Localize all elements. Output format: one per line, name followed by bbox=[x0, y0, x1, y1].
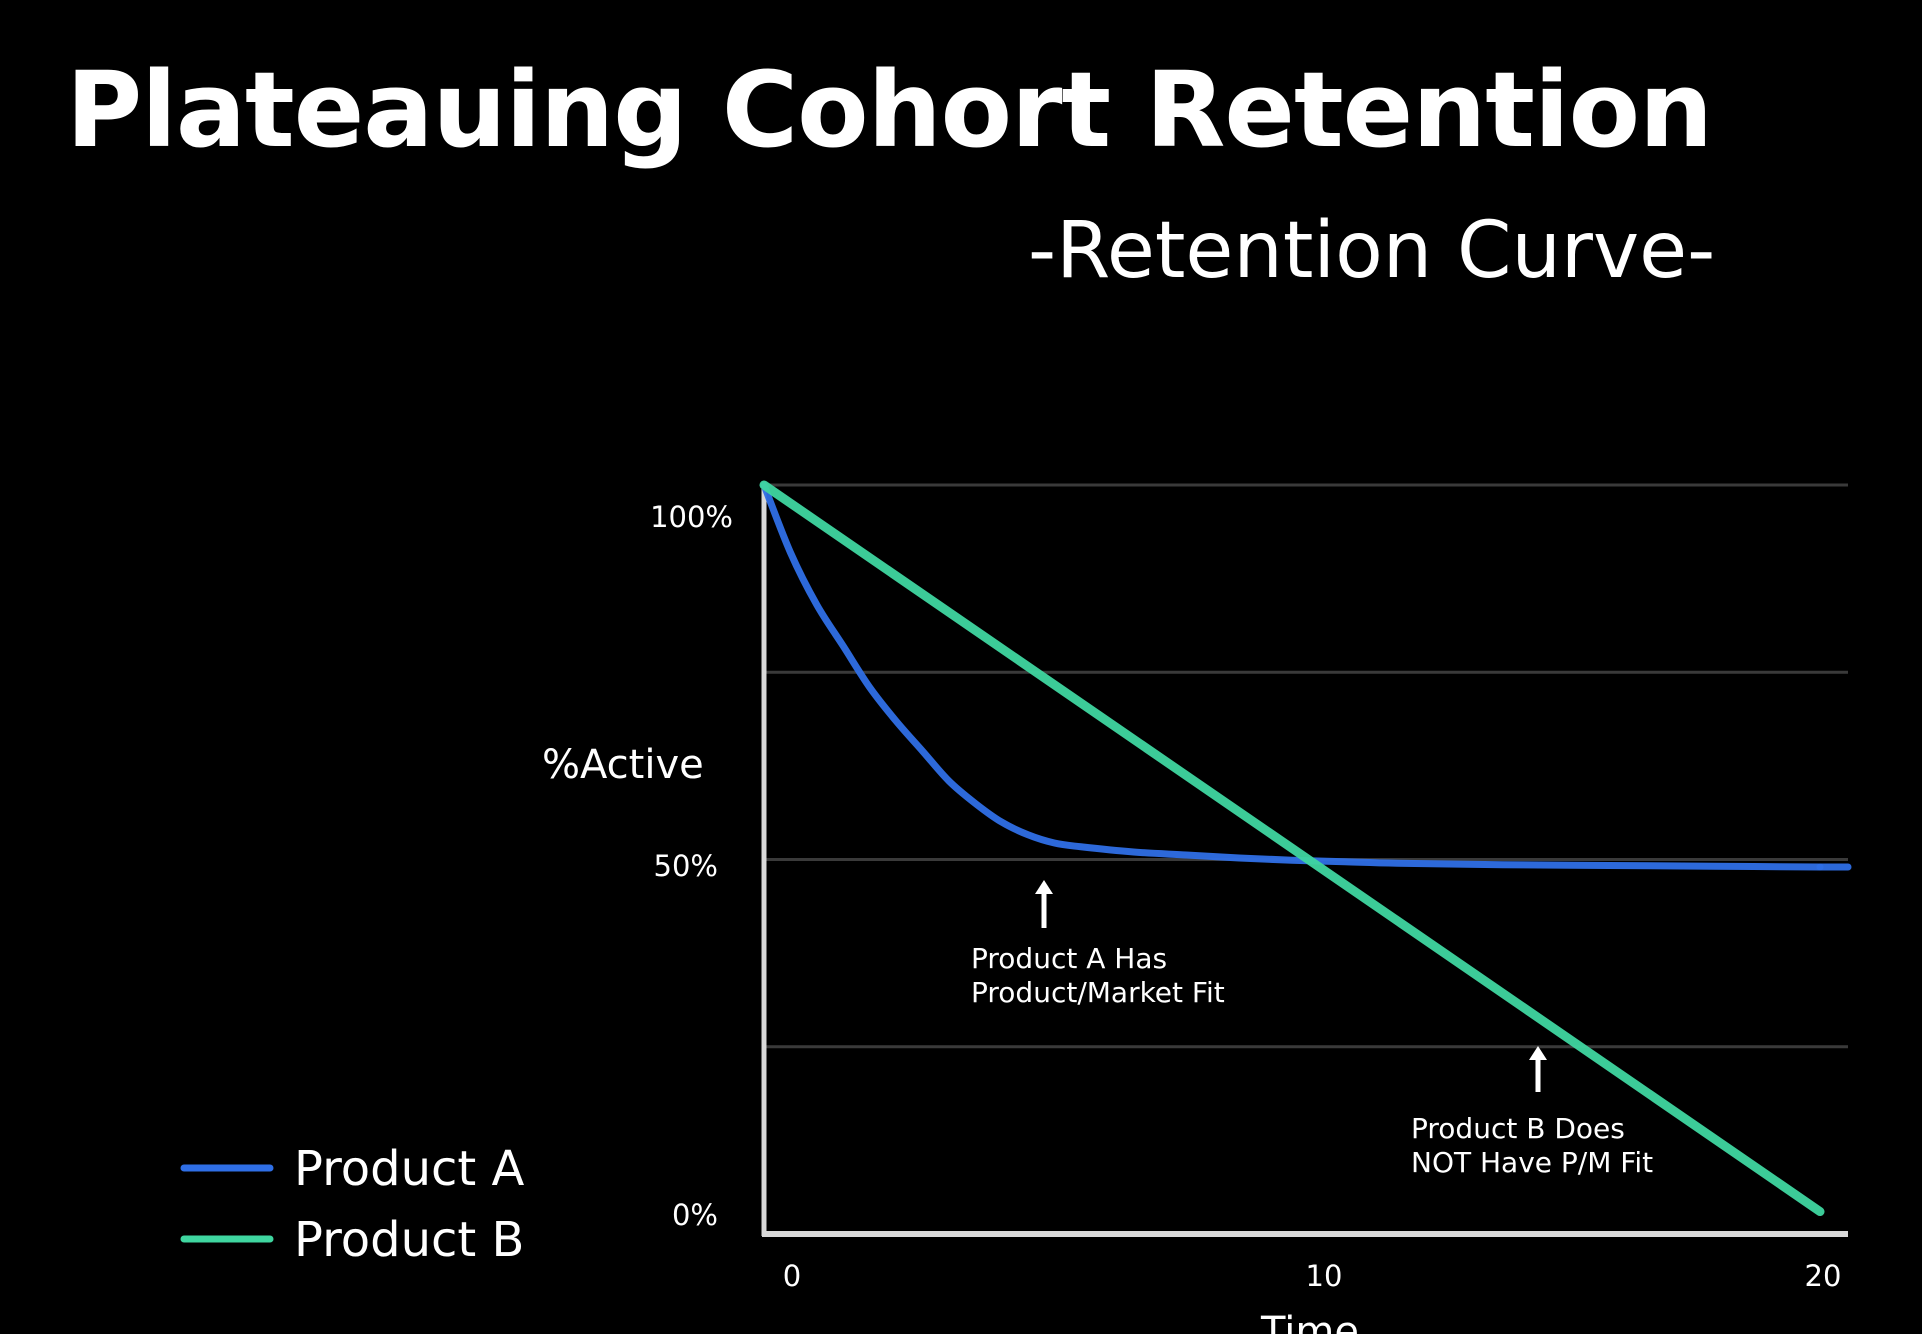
x-tick-label: 0 bbox=[783, 1259, 801, 1293]
legend-label: Product A bbox=[294, 1141, 525, 1197]
series-lines bbox=[759, 480, 1852, 1217]
x-tick-label: 20 bbox=[1805, 1259, 1842, 1293]
annotation-line: Product A Has bbox=[971, 942, 1167, 975]
tick-labels: 100% 50% 0% 0 10 20 bbox=[650, 500, 1841, 1293]
chart-title: Plateauing Cohort Retention bbox=[66, 49, 1713, 171]
y-tick-label: 100% bbox=[650, 500, 733, 534]
series-line-product-b bbox=[759, 480, 1825, 1217]
annotation-text: Product B Does NOT Have P/M Fit bbox=[1411, 1112, 1653, 1179]
annotation-arrowhead bbox=[1035, 880, 1053, 894]
chart-subtitle: -Retention Curve- bbox=[1028, 206, 1716, 296]
axes bbox=[761, 483, 1848, 1237]
grid-lines bbox=[764, 483, 1848, 1049]
legend-label: Product B bbox=[294, 1212, 524, 1268]
annotation-line: NOT Have P/M Fit bbox=[1411, 1146, 1653, 1179]
x-axis-label: Time bbox=[1260, 1309, 1359, 1334]
y-tick-label: 0% bbox=[672, 1198, 718, 1232]
legend: Product A Product B bbox=[180, 1141, 525, 1268]
annotations: Product A Has Product/Market Fit Product B… bbox=[971, 880, 1653, 1179]
annotation-line: Product/Market Fit bbox=[971, 976, 1225, 1009]
y-tick-label: 50% bbox=[654, 849, 718, 883]
x-tick-label: 10 bbox=[1306, 1259, 1343, 1293]
annotation-arrowhead bbox=[1529, 1046, 1547, 1060]
annotation-text: Product A Has Product/Market Fit bbox=[971, 942, 1225, 1009]
y-axis-label: %Active bbox=[542, 742, 704, 788]
annotation-line: Product B Does bbox=[1411, 1112, 1625, 1145]
series-line-product-a bbox=[760, 481, 1824, 871]
